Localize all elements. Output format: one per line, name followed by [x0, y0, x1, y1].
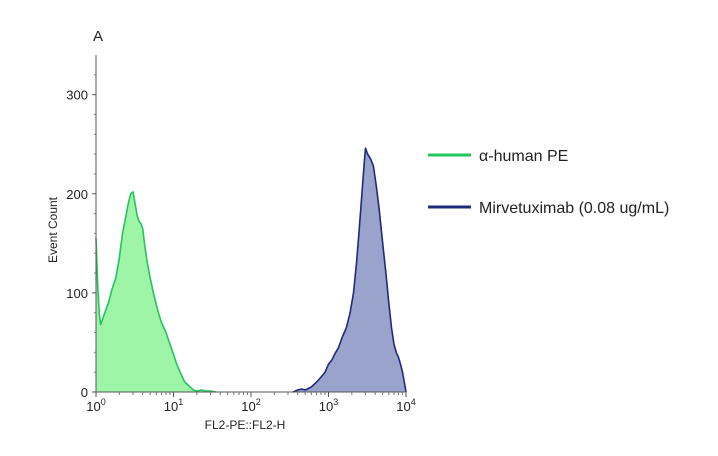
y-tick-label: 200 — [66, 187, 88, 202]
series-line-1 — [95, 191, 216, 393]
legend-label-1: α-human PE — [479, 148, 568, 165]
y-axis-title: Event Count — [46, 196, 60, 263]
y-axis-ticks: 0 100 200 300 — [66, 74, 96, 400]
panel-label: A — [93, 28, 103, 45]
x-tick-label: 103 — [319, 397, 338, 414]
plot-area — [95, 147, 407, 393]
x-tick-label: 101 — [164, 397, 183, 414]
series-area-2 — [293, 148, 406, 392]
series-area-1 — [96, 191, 216, 392]
x-tick-label: 102 — [241, 397, 260, 414]
y-tick-label: 0 — [81, 385, 88, 400]
x-tick-label: 100 — [86, 397, 105, 414]
y-tick-label: 300 — [66, 88, 88, 103]
x-axis-ticks: 100 101 102 103 104 — [86, 392, 416, 414]
series-line-2 — [292, 147, 407, 393]
y-tick-label: 100 — [66, 286, 88, 301]
legend-label-2: Mirvetuximab (0.08 ug/mL) — [479, 200, 669, 217]
x-tick-label: 104 — [396, 397, 415, 414]
legend: α-human PE Mirvetuximab (0.08 ug/mL) — [428, 148, 669, 217]
x-axis-title: FL2-PE::FL2-H — [205, 418, 286, 432]
